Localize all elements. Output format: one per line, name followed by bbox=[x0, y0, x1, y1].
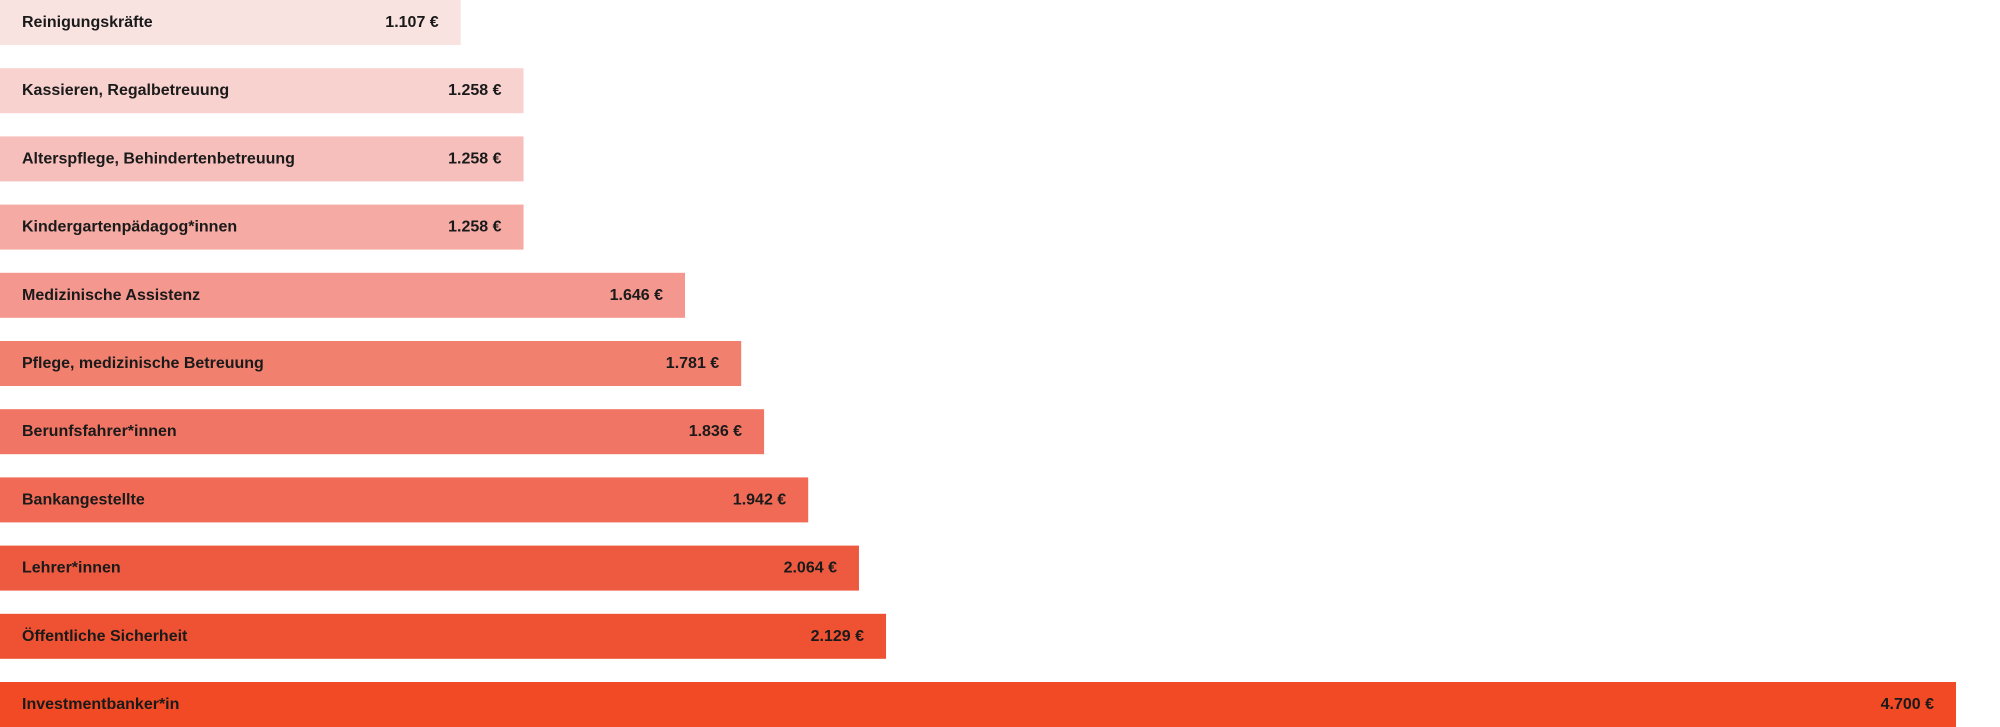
bar-row: Medizinische Assistenz 1.646 € bbox=[0, 272, 686, 318]
bar-value-label: 1.942 € bbox=[733, 491, 786, 508]
bar-category-label: Berunfsfahrer*innen bbox=[22, 423, 177, 440]
bar-category-label: Lehrer*innen bbox=[22, 560, 121, 577]
bar bbox=[0, 341, 742, 386]
bar-category-label: Kindergartenpädagog*innen bbox=[22, 219, 237, 236]
bar-row: Öffentliche Sicherheit 2.129 € bbox=[0, 613, 887, 659]
bar bbox=[0, 682, 1956, 727]
bar-value-label: 1.258 € bbox=[448, 150, 501, 167]
bar-value-label: 1.836 € bbox=[689, 423, 742, 440]
bar-category-label: Reinigungskräfte bbox=[22, 14, 153, 31]
bar-row: Reinigungskräfte 1.107 € bbox=[0, 0, 461, 45]
bar bbox=[0, 68, 524, 114]
bar-category-label: Bankangestellte bbox=[22, 491, 145, 508]
bar-category-label: Kassieren, Regalbetreuung bbox=[22, 82, 229, 99]
bar-row: Pflege, medizinische Betreuung 1.781 € bbox=[0, 341, 742, 386]
bar-category-label: Alterspflege, Behindertenbetreuung bbox=[22, 150, 295, 167]
bar bbox=[0, 136, 524, 182]
bar-category-label: Investmentbanker*in bbox=[22, 696, 179, 713]
bar-row: Kindergartenpädagog*innen 1.258 € bbox=[0, 204, 524, 250]
bar-row: Kassieren, Regalbetreuung 1.258 € bbox=[0, 68, 524, 114]
bar bbox=[0, 0, 461, 45]
bar-category-label: Medizinische Assistenz bbox=[22, 287, 200, 304]
bar-row: Alterspflege, Behindertenbetreuung 1.258 … bbox=[0, 136, 524, 182]
bar-category-label: Pflege, medizinische Betreuung bbox=[22, 355, 264, 372]
bar-value-label: 1.646 € bbox=[610, 287, 663, 304]
bar-value-label: 1.107 € bbox=[385, 14, 438, 31]
bar-row: Bankangestellte 1.942 € bbox=[0, 477, 809, 523]
bar bbox=[0, 409, 765, 455]
bar-value-label: 1.258 € bbox=[448, 219, 501, 236]
bar bbox=[0, 204, 524, 250]
bar-value-label: 1.781 € bbox=[666, 355, 719, 372]
bar-value-label: 2.129 € bbox=[811, 628, 864, 645]
bar-row: Berunfsfahrer*innen 1.836 € bbox=[0, 409, 765, 455]
bar bbox=[0, 613, 887, 659]
bar-value-label: 4.700 € bbox=[1881, 696, 1934, 713]
bar-category-label: Öffentliche Sicherheit bbox=[22, 626, 188, 645]
bar-row: Lehrer*innen 2.064 € bbox=[0, 545, 859, 591]
bar bbox=[0, 477, 809, 523]
bar bbox=[0, 272, 686, 318]
bar-value-label: 1.258 € bbox=[448, 82, 501, 99]
bar-row: Investmentbanker*in 4.700 € bbox=[0, 682, 1956, 727]
bar bbox=[0, 545, 859, 591]
bar-value-label: 2.064 € bbox=[784, 560, 837, 577]
